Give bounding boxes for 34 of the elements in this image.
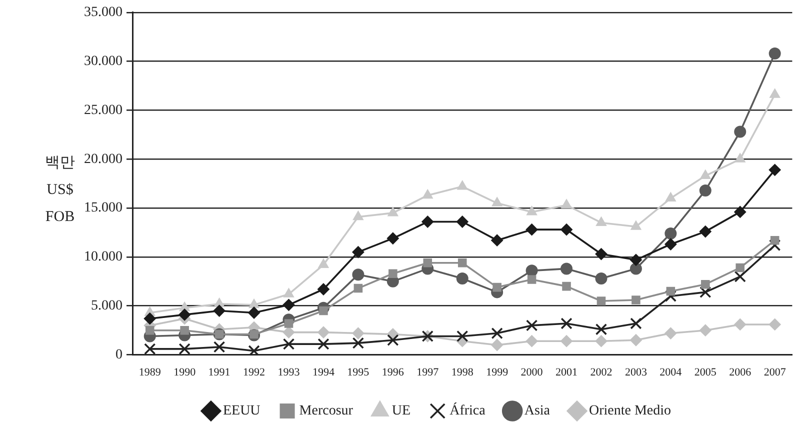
x-tick-label: 1992: [243, 366, 266, 378]
x-tick-label: 1989: [138, 366, 162, 378]
y-tick-label: 15.000: [84, 200, 122, 216]
y-tick-label: 35.000: [84, 5, 122, 20]
legend-label: Mercosur: [299, 404, 354, 419]
legend-label: EEUU: [222, 404, 260, 419]
y-tick-label: 10.000: [84, 250, 122, 265]
x-tick-label: 1991: [208, 366, 230, 378]
x-tick-label: 2005: [694, 366, 717, 378]
x-tick-label: 2002: [590, 366, 612, 378]
x-tick-label: 2001: [556, 366, 578, 378]
y-tick-label: 25.000: [84, 102, 122, 118]
x-tick-label: 2000: [520, 366, 544, 378]
y-tick-label: 0: [116, 347, 122, 362]
x-tick-label: 2003: [624, 366, 648, 378]
x-tick-label: 1995: [347, 366, 370, 378]
legend-label: UE: [392, 404, 411, 419]
legend-label: Oriente Medio: [589, 404, 672, 419]
y-tick-label: 5.000: [91, 298, 122, 314]
x-tick-label: 1990: [174, 366, 196, 378]
y-tick-label: 20.000: [84, 152, 122, 167]
y-tick-label: 30.000: [84, 54, 122, 69]
x-tick-label: 2006: [729, 366, 752, 378]
legend-label: África: [450, 402, 486, 419]
y-axis-title: 백만 US$ FOB: [44, 154, 76, 227]
x-tick-label: 1997: [416, 366, 440, 378]
x-tick-label: 1999: [486, 366, 509, 378]
x-tick-label: 1994: [312, 366, 335, 378]
x-tick-label: 2007: [764, 366, 786, 378]
x-tick-label: 1998: [451, 366, 474, 378]
x-tick-label: 2004: [660, 366, 682, 378]
x-tick-label: 1993: [278, 366, 300, 378]
x-tick-label: 1996: [382, 366, 404, 378]
legend-label: Asia: [524, 404, 551, 419]
